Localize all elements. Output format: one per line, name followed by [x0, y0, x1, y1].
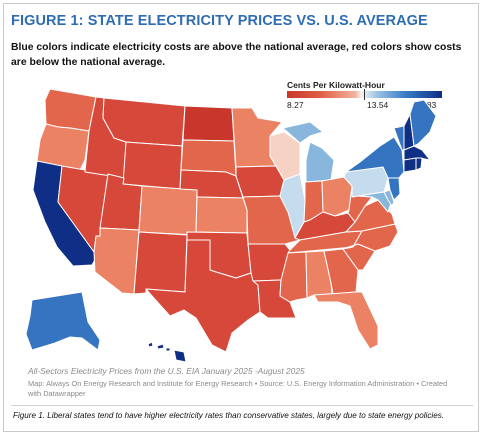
caption-divider	[11, 405, 473, 406]
state-HI	[147, 341, 187, 363]
legend-average-tick	[364, 89, 365, 100]
data-source-line: All-Sectors Electricity Prices from the …	[28, 366, 305, 376]
state-WY	[122, 141, 183, 190]
legend-min-label: 8.27	[287, 100, 304, 110]
state-MT	[102, 97, 186, 147]
state-AK	[25, 291, 101, 351]
state-DE	[383, 189, 395, 207]
state-NY	[345, 136, 405, 179]
figure-title: FIGURE 1: STATE ELECTRICITY PRICES VS. U…	[11, 13, 428, 29]
state-IA	[235, 165, 285, 198]
state-WA	[44, 88, 97, 132]
legend-title: Cents Per Kilowatt-Hour	[287, 80, 385, 90]
state-TX	[145, 239, 261, 353]
state-ND	[182, 105, 235, 142]
state-CT	[403, 157, 417, 173]
state-ME	[409, 99, 437, 147]
state-OR	[36, 123, 90, 171]
state-KS	[195, 196, 248, 234]
state-AZ	[93, 227, 140, 295]
legend-average-label: 13.54	[367, 100, 389, 110]
state-NM	[133, 231, 188, 295]
map-credit-line: Map: Always On Energy Research and Insti…	[28, 379, 448, 398]
state-CO	[138, 185, 198, 236]
state-NJ	[387, 177, 401, 201]
figure-subtitle: Blue colors indicate electricity costs a…	[11, 42, 462, 68]
state-OH	[321, 176, 353, 217]
figure-caption: Figure 1. Liberal states tend to have hi…	[13, 411, 445, 420]
state-RI	[415, 157, 423, 171]
state-FL	[313, 291, 379, 350]
